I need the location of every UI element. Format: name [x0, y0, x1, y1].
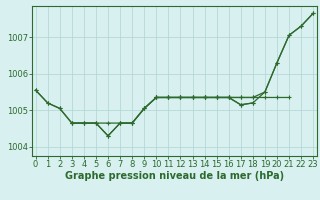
- X-axis label: Graphe pression niveau de la mer (hPa): Graphe pression niveau de la mer (hPa): [65, 171, 284, 181]
